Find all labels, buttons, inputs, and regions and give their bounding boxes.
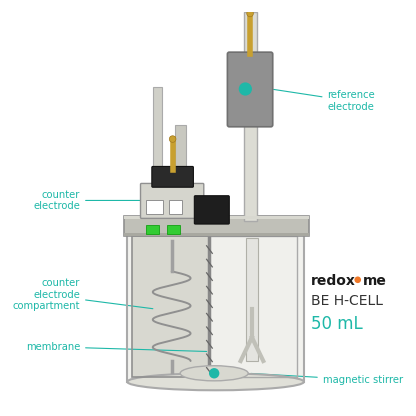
- Bar: [132, 236, 209, 377]
- Bar: [146, 225, 159, 235]
- Ellipse shape: [180, 366, 248, 381]
- Bar: [169, 201, 182, 214]
- Text: me: me: [362, 274, 386, 288]
- Bar: [146, 201, 163, 214]
- Bar: [124, 233, 309, 236]
- Circle shape: [209, 368, 219, 379]
- Text: 50 mL: 50 mL: [310, 315, 362, 333]
- Circle shape: [247, 10, 253, 17]
- Ellipse shape: [127, 373, 304, 390]
- Bar: [244, 12, 257, 221]
- Circle shape: [239, 82, 252, 96]
- Text: magnetic stirrer: magnetic stirrer: [251, 374, 403, 385]
- Bar: [132, 236, 209, 377]
- Bar: [209, 236, 297, 377]
- Bar: [124, 215, 309, 236]
- Bar: [246, 238, 258, 361]
- FancyBboxPatch shape: [228, 52, 273, 127]
- FancyBboxPatch shape: [141, 183, 204, 218]
- Bar: [153, 87, 162, 216]
- Text: counter
electrode: counter electrode: [33, 190, 148, 211]
- Text: BE H-CELL: BE H-CELL: [310, 295, 382, 309]
- FancyBboxPatch shape: [194, 196, 229, 224]
- Text: membrane: membrane: [26, 342, 207, 352]
- Text: reference
electrode: reference electrode: [274, 89, 375, 112]
- Text: counter
electrode
compartment: counter electrode compartment: [12, 278, 153, 312]
- Bar: [209, 236, 297, 377]
- Bar: [167, 225, 180, 235]
- FancyBboxPatch shape: [152, 166, 193, 187]
- Circle shape: [354, 277, 361, 283]
- Circle shape: [169, 136, 176, 142]
- Bar: [124, 215, 309, 219]
- Text: redox: redox: [310, 274, 355, 288]
- Bar: [174, 125, 186, 216]
- Bar: [127, 229, 304, 382]
